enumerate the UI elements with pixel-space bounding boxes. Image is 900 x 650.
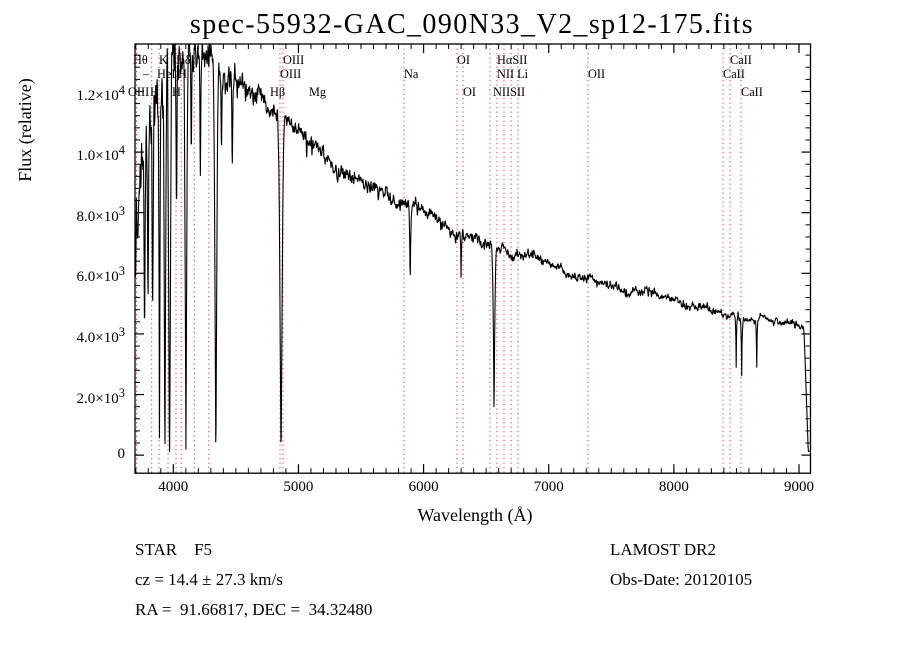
svg-text:OIII: OIII <box>128 85 149 99</box>
svg-text:Hβ: Hβ <box>270 85 285 99</box>
svg-text:Hδ: Hδ <box>176 53 191 67</box>
svg-text:HαSII: HαSII <box>497 53 527 67</box>
svg-text:K: K <box>159 53 168 67</box>
svg-text:H: H <box>178 67 187 81</box>
svg-text:HeI: HeI <box>157 67 175 81</box>
svg-text:Na: Na <box>404 67 419 81</box>
svg-text:OII: OII <box>588 67 605 81</box>
svg-text:OI: OI <box>463 85 476 99</box>
svg-text:Hθ: Hθ <box>133 53 148 67</box>
svg-text:CaII: CaII <box>723 67 745 81</box>
svg-text:CaII: CaII <box>730 53 752 67</box>
svg-text:OIII: OIII <box>280 67 301 81</box>
svg-text:CaII: CaII <box>741 85 763 99</box>
svg-text:NII Li: NII Li <box>497 67 529 81</box>
svg-text:H: H <box>172 85 181 99</box>
svg-text:OIII: OIII <box>283 53 304 67</box>
svg-text:H: H <box>150 85 159 99</box>
svg-text:NIISII: NIISII <box>493 85 525 99</box>
svg-text:OI: OI <box>457 53 470 67</box>
svg-text:Mg: Mg <box>309 85 326 99</box>
svg-text:–: – <box>142 67 150 81</box>
